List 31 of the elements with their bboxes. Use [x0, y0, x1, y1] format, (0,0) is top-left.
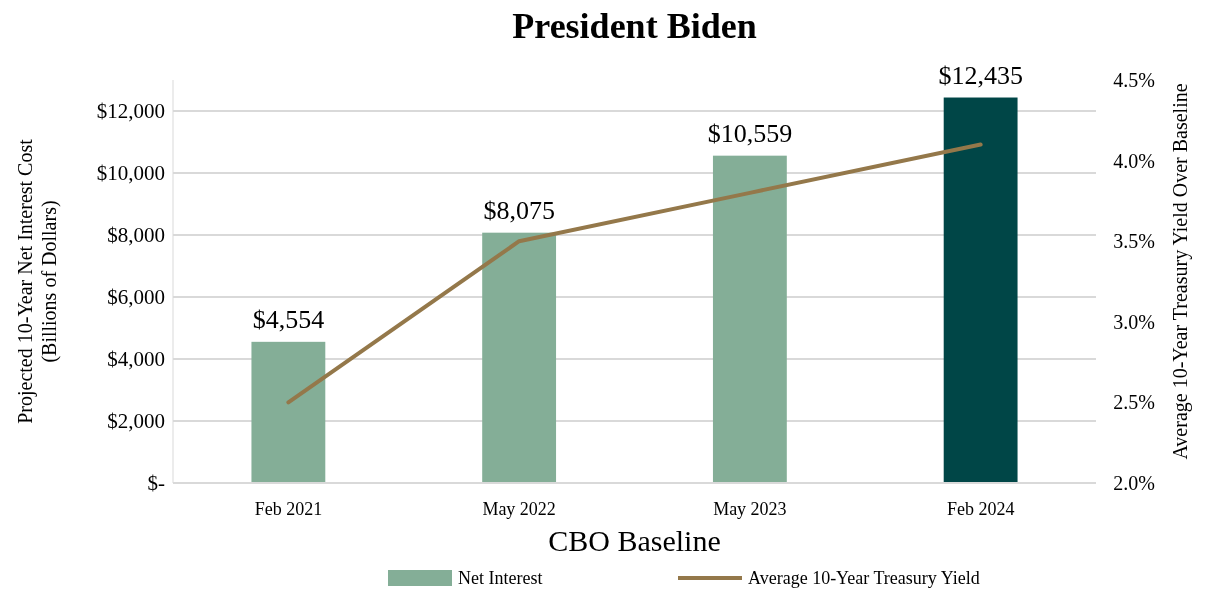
x-tick-label: Feb 2021: [254, 499, 323, 519]
bar: [251, 341, 326, 483]
y2-tick-label: 2.0%: [1113, 472, 1155, 494]
y-tick-label: $4,000: [107, 347, 165, 372]
chart-title: President Biden: [512, 6, 757, 46]
x-axis-title: CBO Baseline: [548, 524, 721, 557]
y2-tick-label: 3.5%: [1113, 230, 1155, 253]
data-label: $10,559: [707, 118, 793, 148]
y2-tick-label: 4.0%: [1113, 149, 1155, 172]
y-tick-label: $12,000: [96, 99, 165, 124]
y2-tick-label: 3.0%: [1113, 310, 1155, 333]
y-tick-label: $8,000: [107, 223, 165, 248]
x-tick-label: Feb 2024: [946, 499, 1015, 519]
bar: [943, 97, 1018, 483]
legend-label: Net Interest: [458, 568, 543, 589]
x-tick-label: May 2022: [482, 499, 556, 519]
y-tick-label: $-: [147, 471, 165, 496]
data-label: $8,075: [483, 195, 555, 225]
x-tick-label: May 2023: [713, 499, 787, 519]
y-axis-title: Projected 10-Year Net Interest Cost (Billions of Dollars): [14, 138, 61, 424]
bar: [712, 155, 787, 483]
y2-tick-label: 2.5%: [1113, 391, 1155, 414]
data-label: $4,554: [252, 304, 325, 334]
y-tick-label: $10,000: [96, 161, 165, 186]
y-tick-label: $6,000: [107, 285, 165, 310]
y2-axis-title: Average 10-Year Treasury Yield Over Baseline: [1169, 83, 1192, 460]
bar: [482, 232, 557, 483]
data-label: $12,435: [938, 60, 1023, 90]
y2-tick-label: 4.5%: [1113, 69, 1155, 91]
y-tick-label: $2,000: [107, 409, 165, 434]
legend-label: Average 10-Year Treasury Yield: [748, 568, 980, 589]
